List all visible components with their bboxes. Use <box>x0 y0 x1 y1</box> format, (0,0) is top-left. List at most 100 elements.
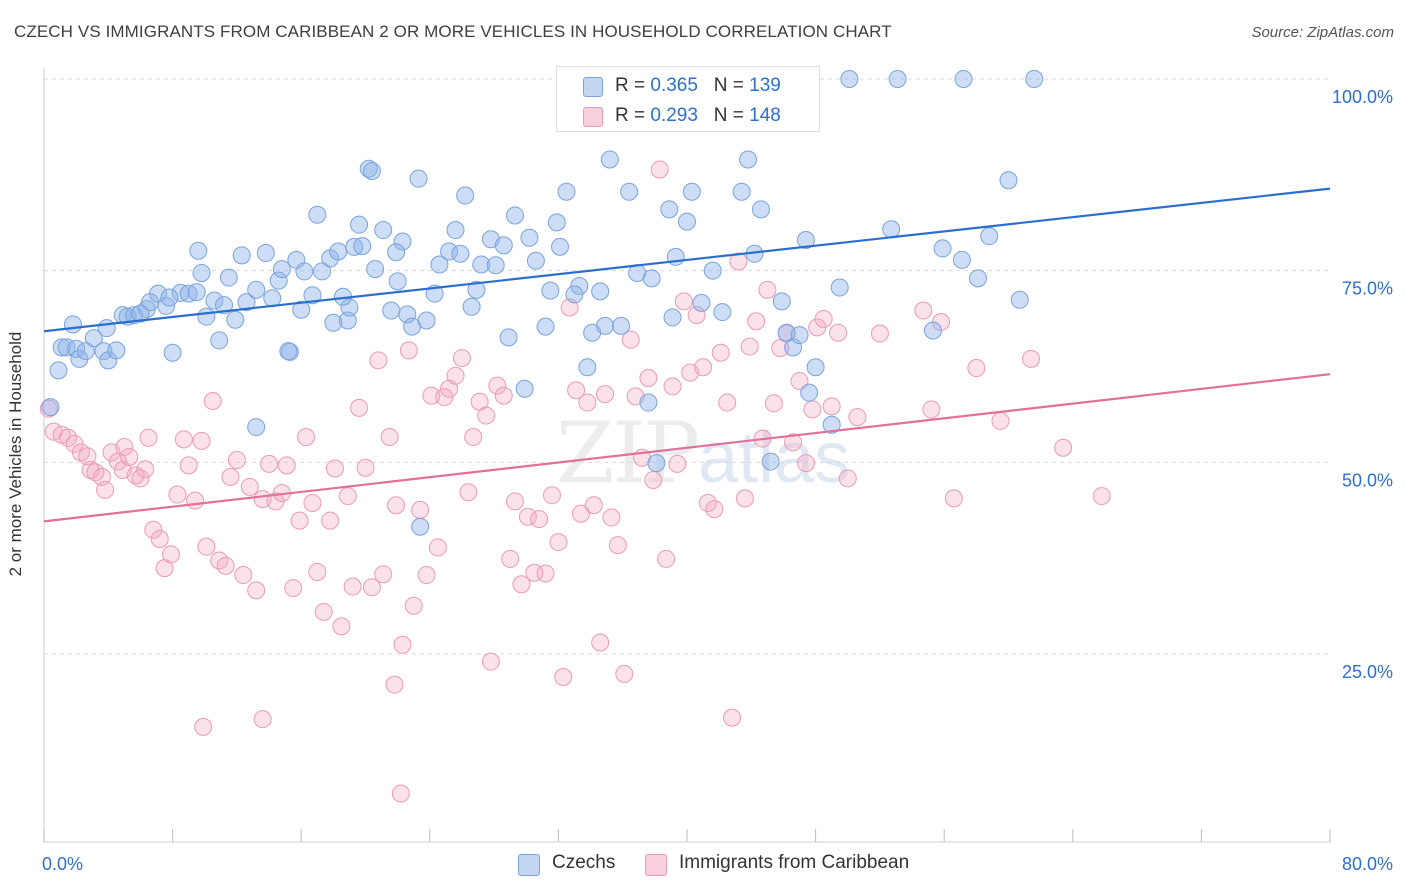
czechs-point <box>63 315 82 334</box>
czechs-point <box>446 221 465 240</box>
czechs-point <box>187 283 206 302</box>
czechs-point <box>933 239 952 258</box>
czechs-point <box>94 342 113 361</box>
czechs-point <box>806 358 825 377</box>
czechs-point <box>570 277 589 295</box>
czechs-point <box>269 271 288 290</box>
n-value: 139 <box>749 75 781 96</box>
caribbean-point <box>284 579 303 598</box>
caribbean-point <box>385 675 404 694</box>
caribbean-point <box>991 411 1010 430</box>
caribbean-point <box>96 480 115 499</box>
czechs-point <box>189 241 208 260</box>
caribbean-point <box>747 312 766 331</box>
r-value: 0.365 <box>650 75 698 96</box>
caribbean-point <box>694 358 713 377</box>
czechs-point <box>256 244 275 263</box>
czechs-point <box>160 288 179 307</box>
caribbean-point <box>944 489 963 508</box>
czechs-point <box>226 310 245 329</box>
caribbean-point <box>227 451 246 470</box>
caribbean-point <box>615 664 634 683</box>
tick-labels: 25.0% 50.0% 75.0% 100.0% 0.0% 80.0% <box>42 87 1393 874</box>
caribbean-point <box>435 388 454 407</box>
czechs-point <box>499 328 518 347</box>
caribbean-point <box>663 377 682 396</box>
czechs-point <box>732 182 751 201</box>
czechs-point <box>70 349 89 368</box>
czechs-trend-line <box>43 187 1331 333</box>
czechs-point <box>968 269 987 288</box>
czechs-point <box>219 268 238 287</box>
czechs-point <box>888 70 907 88</box>
caribbean-point <box>674 292 693 311</box>
czechs-point <box>292 300 311 319</box>
czechs-point <box>761 452 780 471</box>
y-tick-label: 50.0% <box>1342 470 1393 490</box>
czechs-point <box>596 316 615 335</box>
czechs-point <box>800 383 819 402</box>
caribbean-point <box>277 456 296 475</box>
czechs-point <box>600 150 619 169</box>
caribbean-point <box>571 504 590 523</box>
caribbean-point <box>729 252 748 271</box>
caribbean-point <box>838 469 857 488</box>
caribbean-point <box>369 351 388 370</box>
czechs-point <box>41 398 60 417</box>
czechs-point <box>76 342 95 361</box>
czechs-point <box>362 162 381 180</box>
caribbean-point <box>234 566 253 585</box>
y-tick-label: 25.0% <box>1342 662 1393 682</box>
caribbean-point <box>338 487 357 506</box>
czechs-point <box>359 159 378 178</box>
caribbean-point <box>518 507 537 526</box>
czechs-point <box>505 206 524 225</box>
czechs-point <box>526 251 545 270</box>
caribbean-trend-line <box>43 373 1331 523</box>
czechs-point <box>197 307 216 326</box>
czechs-point <box>353 237 372 256</box>
caribbean-swatch <box>583 107 603 127</box>
czechs-point <box>1025 70 1044 88</box>
caribbean-point <box>621 330 640 349</box>
czechs-point <box>374 221 393 240</box>
trend-lines <box>43 187 1331 523</box>
caribbean-point <box>784 433 803 452</box>
czechs-point <box>713 303 732 322</box>
czechs-point <box>295 262 314 281</box>
caribbean-point <box>399 341 418 360</box>
caribbean-point <box>578 393 597 412</box>
czechs-point <box>237 293 256 312</box>
x-tick-label: 0.0% <box>42 854 83 874</box>
czechs-point <box>280 342 299 361</box>
czechs-point <box>612 316 631 335</box>
y-axis-label: 2 or more Vehicles in Household <box>6 331 25 577</box>
caribbean-point <box>197 537 216 556</box>
caribbean-point <box>584 496 603 515</box>
caribbean-point <box>216 556 235 575</box>
czechs-point <box>430 255 449 274</box>
czechs-point <box>494 236 513 255</box>
caribbean-point <box>387 496 406 515</box>
caribbean-point <box>740 337 759 356</box>
caribbean-point <box>192 431 211 450</box>
czechs-point <box>411 517 430 536</box>
caribbean-point <box>668 454 687 473</box>
czechs-point <box>520 228 539 247</box>
caribbean-point <box>735 489 754 508</box>
czechs-points <box>41 70 1044 536</box>
caribbean-point <box>131 469 150 488</box>
czechs-point <box>232 246 251 265</box>
czechs-point <box>440 242 459 261</box>
czechs-point <box>163 343 182 362</box>
caribbean-point <box>481 652 500 671</box>
caribbean-point <box>591 633 610 652</box>
czechs-point <box>557 182 576 201</box>
czechs-point <box>541 281 560 300</box>
caribbean-point <box>240 477 259 496</box>
czechs-point <box>578 358 597 377</box>
caribbean-point <box>596 385 615 404</box>
caribbean-point <box>536 564 555 583</box>
caribbean-point <box>350 398 369 417</box>
caribbean-point <box>829 323 848 342</box>
